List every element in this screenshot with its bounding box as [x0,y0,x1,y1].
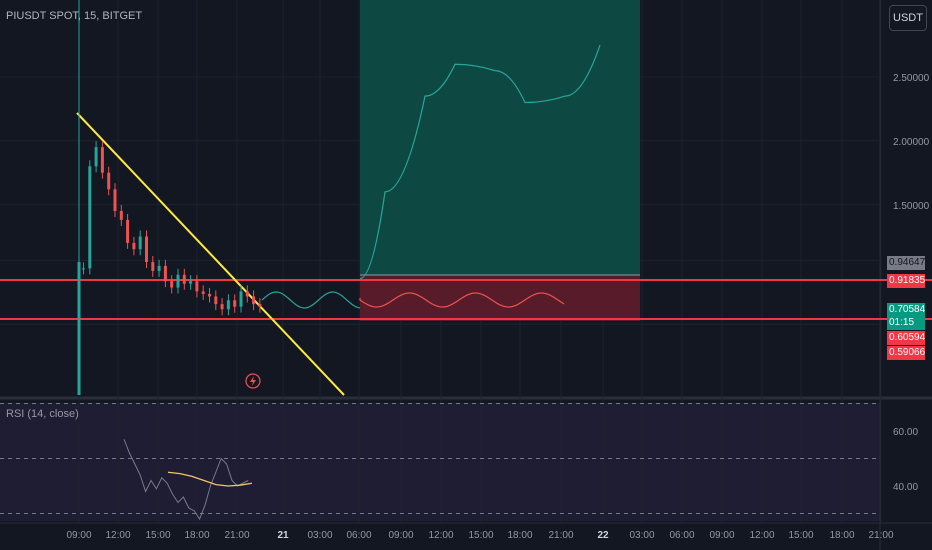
price-tag-current: 0.70584 [887,303,926,317]
candle-body [245,291,249,297]
price-tag-resistance: 0.91835 [887,274,926,288]
rsi-ma-line [167,471,253,487]
time-axis-tick: 21:00 [548,530,573,541]
candle-body [176,274,180,288]
time-axis-tick: 09:00 [388,530,413,541]
time-axis-tick: 03:00 [629,530,654,541]
rsi-pane-background [0,403,880,521]
candle-body [182,274,186,284]
projection-bullish-path [359,44,601,280]
time-axis-tick: 12:00 [428,530,453,541]
candle-body [201,291,205,294]
candle-body [82,268,85,270]
chart-symbol-header: PIUSDT SPOT, 15, BITGET [6,10,143,22]
candle-body [233,300,237,307]
candle-body [107,172,111,190]
candle-body [189,281,193,284]
candle-body [195,281,199,292]
candle-body [100,147,104,173]
descending-trendline [76,112,345,396]
time-axis-tick: 15:00 [788,530,813,541]
time-axis-tick: 09:00 [66,530,91,541]
candle-body [126,219,130,243]
candle-body [170,281,174,288]
candle-listing [77,262,81,395]
candle-body [163,265,167,282]
candle-body [157,265,161,271]
time-axis-tick: 21:00 [868,530,893,541]
alert-icon [245,373,261,389]
alert-icon-circle [245,373,261,389]
candle-body [94,147,98,167]
candle-body [138,236,142,250]
projection-wave-pre [261,291,361,309]
time-axis-tick: 22 [597,530,609,541]
projection-sideways-path [359,292,565,308]
time-axis-tick: 09:00 [709,530,734,541]
price-axis-tick: 2.50000 [893,73,930,84]
time-axis-tick: 15:00 [468,530,493,541]
candle-body [88,166,92,269]
candle-body [113,189,117,211]
candle-body [145,236,148,263]
price-tag-countdown: 01:15 [887,316,925,330]
time-axis-tick: 03:00 [307,530,332,541]
candle-body [132,242,136,250]
time-axis-tick: 15:00 [145,530,170,541]
currency-button[interactable]: USDT [889,5,927,31]
candle-body [214,296,218,305]
price-tag-stop: 0.59066 [887,346,926,360]
price-tag-entry: 0.94647 [887,256,926,270]
candle-body [119,210,123,220]
candle-body [226,300,230,310]
rsi-indicator-label: RSI (14, close) [6,408,79,420]
candle-body [252,296,256,305]
time-axis-tick: 18:00 [507,530,532,541]
time-axis-tick: 18:00 [829,530,854,541]
candle-body [208,293,211,297]
candle-body [220,304,224,310]
target-zone [360,0,640,275]
candle-body [258,304,262,307]
time-axis-tick: 21:00 [224,530,249,541]
candle-body [239,291,243,307]
time-axis-tick: 18:00 [184,530,209,541]
price-axis-tick: 2.00000 [893,137,930,148]
time-axis-tick: 12:00 [749,530,774,541]
stop-zone [360,275,640,321]
candle-body [151,262,155,271]
price-tag-support: 0.60594 [887,331,926,345]
rsi-axis-tick: 60.00 [893,427,918,438]
rsi-line [123,439,249,521]
alert-icon-bolt [250,376,256,386]
time-axis-tick: 12:00 [105,530,130,541]
rsi-axis-tick: 40.00 [893,482,918,493]
time-axis-tick: 06:00 [346,530,371,541]
price-axis-tick: 1.50000 [893,201,930,212]
time-axis-tick: 21 [277,530,289,541]
time-axis-tick: 06:00 [669,530,694,541]
